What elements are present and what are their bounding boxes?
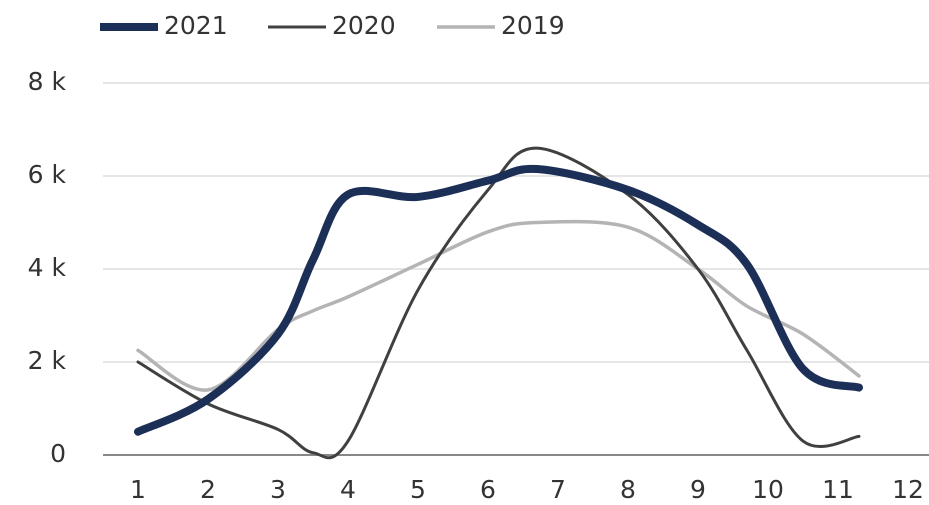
x-tick-label: 12 <box>892 475 924 504</box>
y-tick-label: 0 <box>50 439 66 468</box>
series-line <box>136 219 861 392</box>
x-tick-label: 2 <box>200 475 216 504</box>
x-tick-label: 10 <box>752 475 784 504</box>
x-tick-label: 8 <box>620 475 636 504</box>
x-tick-label: 11 <box>822 475 854 504</box>
legend-label: 2021 <box>164 11 228 40</box>
x-tick-label: 4 <box>340 475 356 504</box>
x-tick-label: 7 <box>550 475 566 504</box>
y-tick-label: 4 k <box>28 253 67 282</box>
y-tick-label: 6 k <box>28 160 67 189</box>
x-tick-label: 6 <box>480 475 496 504</box>
legend-label: 2020 <box>332 11 396 40</box>
series-line <box>134 164 863 436</box>
legend-label: 2019 <box>501 11 565 40</box>
series-line <box>136 146 861 460</box>
x-tick-label: 9 <box>690 475 706 504</box>
x-tick-label: 3 <box>270 475 286 504</box>
x-tick-label: 5 <box>410 475 426 504</box>
y-tick-label: 2 k <box>28 346 67 375</box>
y-tick-label: 8 k <box>28 67 67 96</box>
x-tick-label: 1 <box>130 475 146 504</box>
